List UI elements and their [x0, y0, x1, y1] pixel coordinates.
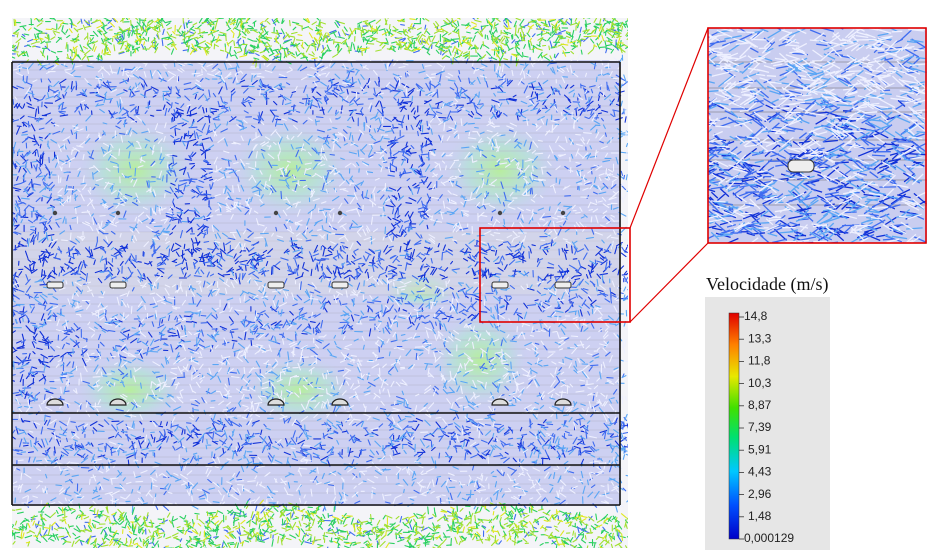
fixture: [332, 282, 348, 288]
colorbar-title: Velocidade (m/s): [706, 274, 828, 295]
fixture: [492, 282, 508, 288]
colorbar-tick-label: 10,3: [748, 376, 772, 390]
fixture: [561, 211, 565, 215]
fixture: [268, 282, 284, 288]
colorbar-tick-label: 4,43: [748, 465, 772, 479]
fixture: [788, 160, 814, 172]
colorbar-tick-label: 2,96: [748, 487, 772, 501]
fixture: [338, 211, 342, 215]
colorbar-tick-label: 0,000129: [744, 531, 794, 545]
velocity-blob: [75, 355, 185, 425]
colorbar-tick-label: 1,48: [748, 509, 772, 523]
colorbar: [729, 313, 739, 539]
colorbar-tick-label: 11,8: [748, 354, 771, 368]
fixture: [53, 211, 57, 215]
fixture: [555, 282, 571, 288]
colorbar-tick-label: 5,91: [748, 442, 772, 456]
zoom-connector: [630, 243, 708, 322]
page: {"colorbar": {"title": "Velocidade (m/s)…: [0, 0, 927, 554]
colorbar-tick-label: 7,39: [748, 420, 772, 434]
colorbar-tick-label: 13,3: [748, 331, 772, 345]
fixture: [47, 282, 63, 288]
zoom-connector: [630, 28, 708, 228]
colorbar-tick-label: 14,8: [744, 309, 768, 323]
fixture: [498, 211, 502, 215]
figure: Velocidade (m/s) 14,8 13,3 11,8 10,3 8,87 7,3…: [0, 0, 927, 554]
fixture: [110, 282, 126, 288]
colorbar-tick-label: 8,87: [748, 398, 772, 412]
fixture: [116, 211, 120, 215]
velocity-blob: [430, 310, 530, 410]
fixture: [274, 211, 278, 215]
center-band: [12, 232, 620, 294]
